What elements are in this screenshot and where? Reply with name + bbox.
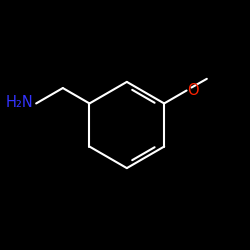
Text: O: O [187,83,199,98]
Text: H₂N: H₂N [6,95,34,110]
